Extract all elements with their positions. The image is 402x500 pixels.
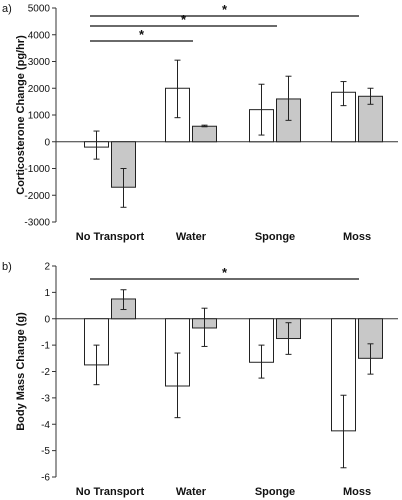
y-tick-label: -6 [41, 473, 50, 484]
y-axis-title: Body Mass Change (g) [15, 312, 27, 431]
significance-star: * [222, 265, 228, 280]
significance-star: * [222, 2, 228, 17]
category-label: Sponge [255, 231, 295, 243]
y-tick-label: 1000 [28, 111, 51, 122]
significance-star: * [181, 12, 187, 27]
significance-star: * [139, 27, 145, 42]
y-tick-label: 2000 [28, 84, 51, 95]
y-tick-label: -5 [41, 446, 50, 457]
y-tick-label: 0 [44, 137, 50, 148]
y-tick-label: 3000 [28, 57, 51, 68]
y-tick-label: -3 [41, 393, 50, 404]
y-axis-title: Corticosterone Change (pg/hr) [15, 35, 27, 195]
category-label: No Transport [76, 231, 145, 243]
y-tick-label: -2000 [24, 191, 50, 202]
y-tick-label: -4 [41, 420, 50, 431]
panel-a: a) -3000 -2000 -1000 0 1000 2000 3000 4000 5000 Co… [2, 2, 398, 243]
y-tick-label: -3000 [24, 218, 50, 229]
y-tick-label: 2 [44, 262, 50, 273]
category-label: Sponge [255, 486, 295, 498]
y-tick-label: -1000 [24, 164, 50, 175]
y-tick-label: 1 [44, 288, 50, 299]
category-label: Water [176, 231, 207, 243]
panel-label: a) [2, 3, 12, 15]
category-label: No Transport [76, 486, 145, 498]
category-label: Water [176, 486, 207, 498]
y-tick-label: -2 [41, 367, 50, 378]
category-label: Moss [343, 231, 371, 243]
panel-b: b) -6 -5 -4 -3 -2 -1 0 1 2 Body Mass Change (g) No … [2, 261, 398, 498]
y-tick-label: 0 [44, 314, 50, 325]
panel-label: b) [2, 261, 12, 273]
y-tick-label: 5000 [28, 4, 51, 15]
category-label: Moss [343, 486, 371, 498]
bar-series2 [192, 125, 217, 143]
y-tick-label: -1 [41, 341, 50, 352]
y-tick-label: 4000 [28, 30, 51, 41]
